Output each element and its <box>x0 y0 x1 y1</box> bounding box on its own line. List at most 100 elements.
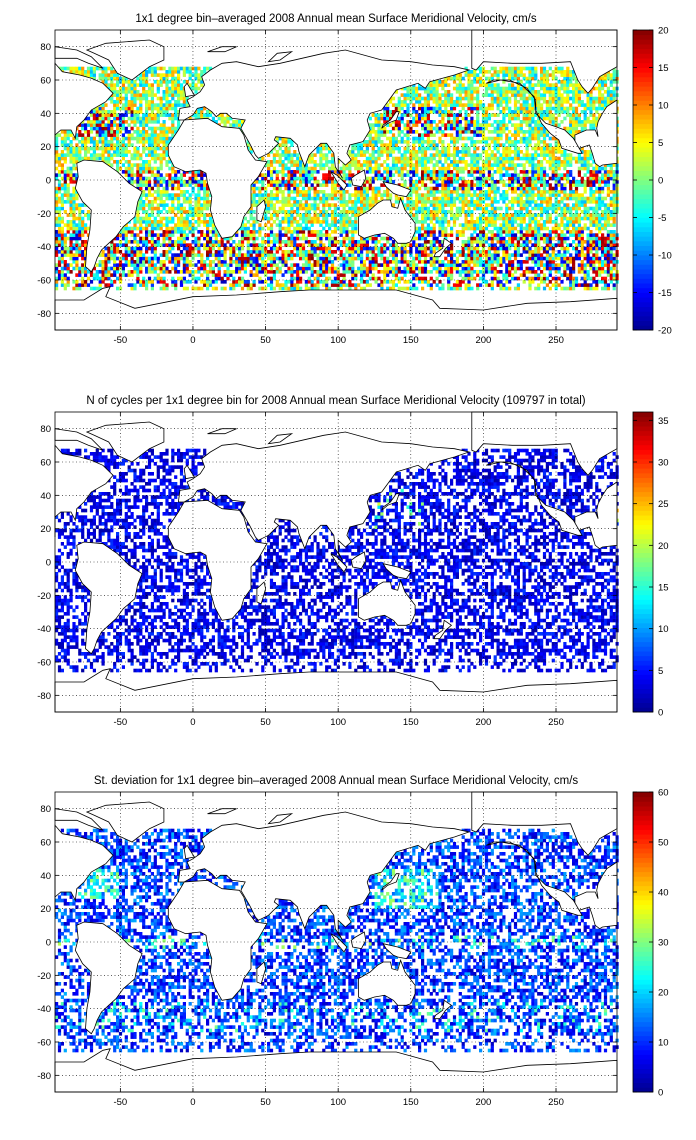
heatmap-cell <box>531 190 535 194</box>
heatmap-cell <box>513 220 518 224</box>
heatmap-cell <box>287 256 291 261</box>
heatmap-cell <box>333 183 337 187</box>
heatmap-cell <box>66 263 70 267</box>
heatmap-cell <box>165 163 169 167</box>
heatmap-cell <box>545 196 549 201</box>
heatmap-cell <box>243 223 247 227</box>
heatmap-cell <box>528 270 532 274</box>
heatmap-cell <box>60 256 64 261</box>
heatmap-cell <box>473 200 477 204</box>
heatmap-cell <box>493 163 497 167</box>
heatmap-cell <box>223 260 227 264</box>
heatmap-cell <box>107 153 111 157</box>
heatmap-cell <box>380 173 384 177</box>
heatmap-cell <box>258 253 262 257</box>
heatmap-cell <box>319 183 323 187</box>
heatmap-cell <box>531 276 535 281</box>
heatmap-cell <box>595 246 599 251</box>
heatmap-cell <box>267 270 271 274</box>
heatmap-cell <box>150 243 154 247</box>
heatmap-cell <box>214 233 218 237</box>
heatmap-cell <box>534 183 538 187</box>
heatmap-cell <box>377 193 381 197</box>
heatmap-cell <box>569 210 573 214</box>
heatmap-cell <box>560 213 564 217</box>
heatmap-cell <box>75 173 79 177</box>
heatmap-cell <box>145 283 149 287</box>
heatmap-cell <box>269 233 274 237</box>
heatmap-cell <box>206 240 210 244</box>
heatmap-cell <box>261 176 265 181</box>
heatmap-cell <box>351 250 355 254</box>
heatmap-cell <box>429 216 433 221</box>
heatmap-cell <box>182 193 186 197</box>
heatmap-cell <box>531 243 535 247</box>
heatmap-cell <box>450 226 454 231</box>
heatmap-cell <box>252 216 256 221</box>
heatmap-cell <box>569 283 573 287</box>
heatmap-cell <box>313 210 317 214</box>
heatmap-cell <box>551 163 555 167</box>
heatmap-cell <box>432 206 436 211</box>
heatmap-cell <box>487 193 491 197</box>
heatmap-cell <box>612 223 616 227</box>
heatmap-cell <box>537 233 541 237</box>
heatmap-cell <box>255 253 259 257</box>
heatmap-cell <box>296 253 300 257</box>
heatmap-cell <box>496 283 500 287</box>
heatmap-cell <box>269 200 274 204</box>
heatmap-cell <box>516 153 520 157</box>
heatmap-cell <box>403 203 407 207</box>
heatmap-cell <box>551 236 555 241</box>
heatmap-cell <box>325 270 329 274</box>
heatmap-cell <box>540 233 544 237</box>
heatmap-cell <box>351 163 355 167</box>
heatmap-cell <box>345 236 349 241</box>
heatmap-cell <box>182 280 186 284</box>
heatmap-cell <box>609 163 613 167</box>
heatmap-cell <box>606 240 610 244</box>
heatmap-cell <box>563 190 567 194</box>
heatmap-cell <box>397 260 401 264</box>
heatmap-cell <box>589 183 593 187</box>
heatmap-cell <box>409 153 413 157</box>
heatmap-cell <box>447 280 451 284</box>
heatmap-cell <box>452 196 457 201</box>
heatmap-cell <box>310 223 314 227</box>
heatmap-cell <box>142 226 146 231</box>
heatmap-cell <box>316 163 320 167</box>
heatmap-cell <box>557 223 561 227</box>
heatmap-cell <box>386 173 390 177</box>
heatmap-cell <box>287 220 291 224</box>
heatmap-cell <box>502 166 506 171</box>
heatmap-cell <box>458 160 462 164</box>
heatmap-cell <box>557 183 561 187</box>
heatmap-cell <box>110 163 114 167</box>
heatmap-cell <box>365 266 369 271</box>
heatmap-cell <box>528 240 532 244</box>
heatmap-cell <box>287 236 291 241</box>
heatmap-cell <box>365 246 369 251</box>
heatmap-cell <box>554 216 558 221</box>
heatmap-cell <box>342 270 346 274</box>
heatmap-cell <box>525 213 529 217</box>
heatmap-cell <box>429 180 433 184</box>
heatmap-cell <box>429 253 433 257</box>
heatmap-cell <box>310 283 314 287</box>
heatmap-cell <box>592 180 596 184</box>
heatmap-cell <box>563 203 567 207</box>
heatmap-cell <box>107 276 111 281</box>
heatmap-cell <box>339 203 343 207</box>
heatmap-cell <box>528 210 532 214</box>
heatmap-cell <box>127 163 131 167</box>
heatmap-cell <box>505 256 509 261</box>
heatmap-cell <box>217 266 221 271</box>
heatmap-cell <box>174 230 178 234</box>
heatmap-cell <box>72 266 76 271</box>
heatmap-cell <box>287 166 291 171</box>
heatmap-cell <box>333 236 337 241</box>
heatmap-cell <box>330 193 335 197</box>
heatmap-cell <box>589 173 593 177</box>
heatmap-cell <box>493 256 497 261</box>
heatmap-cell <box>360 243 364 247</box>
